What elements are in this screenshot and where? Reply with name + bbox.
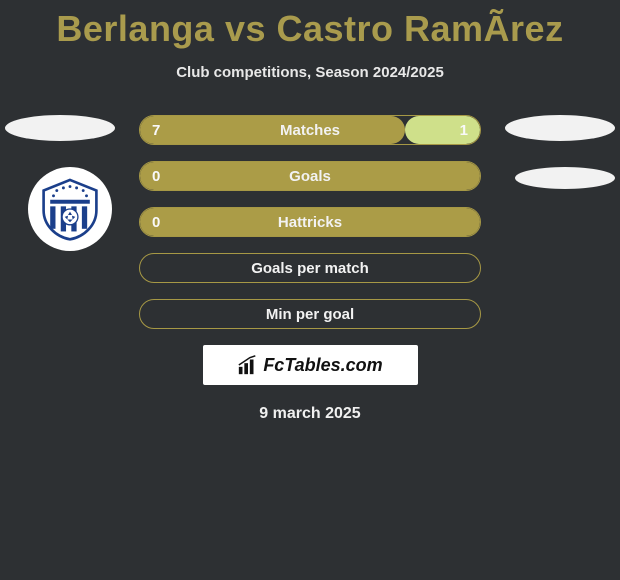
player-left-placeholder (5, 115, 115, 141)
club-left-badge (28, 167, 112, 251)
comparison-panel: 71Matches 0Goals 0Hattricks Goals per match… (0, 115, 620, 329)
stat-label: Min per goal (140, 300, 480, 328)
club-left-crest-icon (37, 176, 103, 242)
brand-text: FcTables.com (263, 355, 382, 376)
stat-bar: 71Matches (139, 115, 481, 145)
stat-bar: Min per goal (139, 299, 481, 329)
page-title: Berlanga vs Castro RamÃrez (0, 0, 620, 50)
page-subtitle: Club competitions, Season 2024/2025 (0, 64, 620, 81)
snapshot-date: 9 march 2025 (0, 405, 620, 423)
stat-bars: 71Matches 0Goals 0Hattricks Goals per match… (139, 115, 481, 329)
stat-label: Goals per match (140, 254, 480, 282)
player-right-placeholder (505, 115, 615, 141)
bar-chart-icon (237, 354, 259, 376)
stat-label: Matches (140, 116, 480, 144)
stat-bar: 0Hattricks (139, 207, 481, 237)
stat-label: Goals (140, 162, 480, 190)
brand-box: FcTables.com (203, 345, 418, 385)
stat-label: Hattricks (140, 208, 480, 236)
stat-bar: 0Goals (139, 161, 481, 191)
stat-bar: Goals per match (139, 253, 481, 283)
club-right-placeholder (515, 167, 615, 189)
